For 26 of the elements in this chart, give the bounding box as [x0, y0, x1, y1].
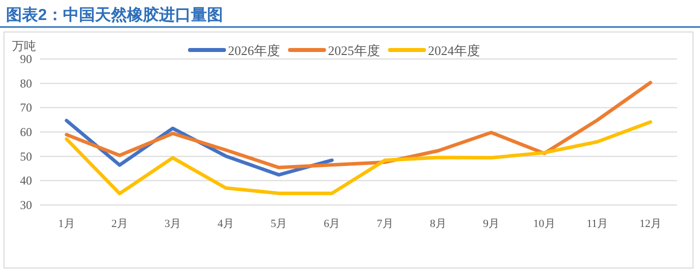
x-tick-label: 8月: [430, 218, 446, 230]
y-axis-title: 万吨: [12, 39, 36, 53]
chart-title: 图表2：中国天然橡胶进口量图: [6, 6, 223, 24]
legend-label: 2024年度: [428, 43, 480, 58]
line-series: [64, 80, 652, 170]
x-tick-label: 11月: [586, 218, 608, 230]
y-tick-label: 60: [20, 125, 32, 139]
x-tick-label: 9月: [482, 218, 500, 230]
y-tick-label: 70: [20, 100, 32, 115]
y-tick-label: 80: [20, 76, 32, 90]
y-tick-label: 40: [20, 174, 32, 188]
y-tick-label: 90: [20, 52, 32, 66]
y-tick-label: 30: [20, 198, 32, 212]
y-tick-label: 50: [20, 149, 32, 164]
x-tick-label: 5月: [270, 218, 288, 230]
x-tick-label: 7月: [376, 218, 394, 230]
legend-label: 2025年度: [328, 43, 380, 58]
x-tick-label: 12月: [639, 218, 662, 230]
x-tick-label: 10月: [533, 218, 556, 230]
legend-label: 2026年度: [228, 43, 280, 58]
line-series: [64, 120, 652, 196]
x-tick-label: 2月: [111, 218, 128, 230]
x-tick-label: 4月: [218, 218, 234, 230]
x-tick-label: 1月: [58, 218, 75, 230]
x-tick-label: 3月: [164, 218, 181, 230]
x-tick-label: 6月: [324, 218, 340, 230]
